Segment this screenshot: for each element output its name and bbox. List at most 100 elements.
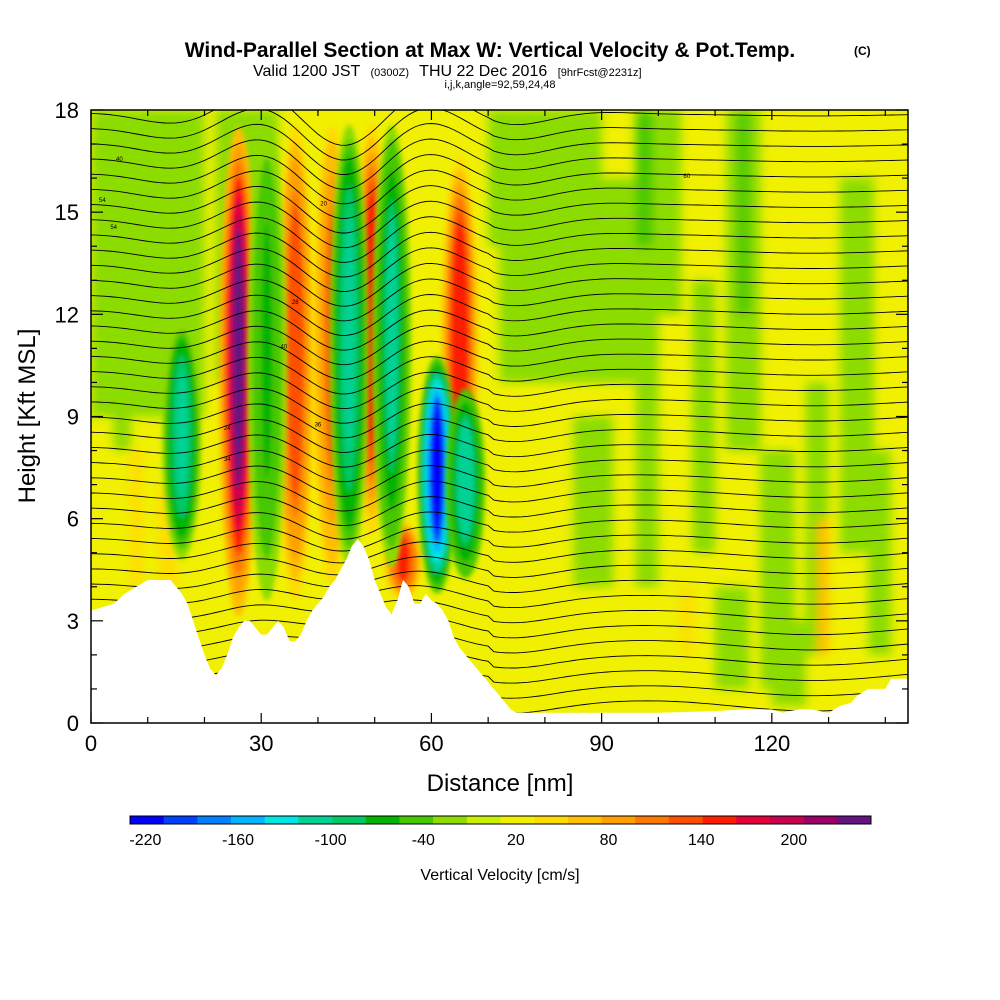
theta-line-13 (91, 496, 908, 527)
theta-line-31 (91, 216, 908, 263)
colorbar-swatch-6 (332, 816, 367, 824)
bg-patch-19 (737, 110, 750, 315)
subtitle-date: THU 22 Dec 2016 (419, 63, 547, 80)
y-axis-label: Height [Kft MSL] (14, 329, 41, 504)
chart-subtitle: Valid 1200 JST (0300Z) THU 22 Dec 2016 [… (253, 63, 642, 80)
theta-line-27 (91, 278, 908, 322)
bg-patch-7 (658, 110, 682, 315)
colorbar-swatch-15 (635, 816, 670, 824)
updraft-band-0 (218, 126, 259, 617)
colorbar: -220 -160 -100 -40 20 80 140 200 (129, 815, 872, 849)
colorbar-tick--160: -160 (222, 832, 254, 849)
theta-line-25 (91, 309, 908, 351)
y-tick-label-0: 0 (67, 711, 79, 736)
x-tick-label-90: 90 (589, 731, 613, 756)
updraft-band-0-level-6 (233, 226, 245, 491)
theta-line-18 (91, 418, 908, 453)
colorbar-swatch-3 (231, 816, 266, 824)
theta-line-9 (91, 556, 908, 578)
theta-line-21 (91, 371, 908, 410)
downdraft-band-4 (417, 356, 457, 594)
colorbar-swatch-0 (130, 816, 164, 824)
theta-line-15 (91, 465, 908, 497)
colorbar-swatch-5 (298, 816, 333, 824)
theta-line-36 (91, 138, 908, 190)
downdraft-band-0-level-6 (176, 370, 188, 499)
downdraft-band-0 (162, 322, 202, 560)
colorbar-swatch-16 (668, 816, 703, 824)
colorbar-tick--220: -220 (129, 832, 161, 849)
theta-line-12 (91, 511, 908, 540)
theta-line-11 (91, 526, 908, 552)
theta-line-32 (91, 200, 908, 249)
theta-label-4: 28 (292, 300, 299, 306)
theta-line-23 (91, 340, 908, 380)
theta-label-2: 54 (110, 225, 117, 231)
background-patches (91, 110, 891, 706)
bg-warm-patch-0 (130, 450, 143, 587)
subtitle-forecast: [9hrFcst@2231z] (558, 67, 642, 79)
colorbar-swatch-12 (534, 816, 569, 824)
subtitle-valid: Valid 1200 JST (253, 63, 361, 80)
theta-line-5 (91, 613, 908, 639)
theta-line-37 (91, 123, 908, 175)
chart-title-mark: (C) (854, 44, 871, 58)
x-axis-label: Distance [nm] (427, 770, 574, 797)
bg-patch-14 (715, 586, 750, 689)
downdraft-band-4-level-6 (431, 404, 443, 533)
theta-label-5: 40 (281, 344, 288, 350)
colorbar-swatch-10 (466, 816, 501, 824)
colorbar-swatch-13 (567, 816, 602, 824)
y-tick-label-9: 9 (67, 405, 79, 430)
theta-contour-labels: 40 54 54 34 28 40 36 24 20 60 (99, 157, 691, 463)
bg-patch-15 (771, 620, 806, 706)
y-tick-label-3: 3 (67, 609, 79, 634)
colorbar-label: Vertical Velocity [cm/s] (420, 867, 579, 884)
colorbar-swatch-18 (736, 816, 771, 824)
theta-label-6: 36 (315, 423, 322, 429)
theta-line-30 (91, 231, 908, 278)
theta-line-38 (91, 110, 908, 161)
theta-line-26 (91, 294, 908, 336)
colorbar-swatch-1 (163, 816, 198, 824)
bg-patch-5 (573, 416, 613, 587)
chart-title-group: Wind-Parallel Section at Max W: Vertical… (185, 39, 871, 91)
theta-line-8 (91, 570, 908, 593)
updraft-band-1-level-6 (289, 222, 301, 478)
colorbar-swatch-17 (702, 816, 737, 824)
theta-label-0: 40 (116, 157, 123, 163)
bg-warm-patch-3 (681, 586, 693, 655)
theta-line-6 (91, 599, 908, 624)
colorbar-frame (129, 815, 872, 825)
colorbar-swatch-19 (769, 816, 804, 824)
colorbar-swatch-20 (803, 816, 838, 824)
theta-label-7: 24 (224, 426, 231, 432)
bg-patch-13 (868, 450, 891, 655)
theta-line-20 (91, 387, 908, 424)
colorbar-tick--100: -100 (315, 832, 347, 849)
colorbar-tick-200: 200 (780, 832, 807, 849)
updraft-band-1 (275, 126, 315, 601)
colorbar-tick-140: 140 (688, 832, 715, 849)
colorbar-swatch-2 (197, 816, 232, 824)
theta-label-3: 34 (224, 457, 231, 463)
y-tick-label-12: 12 (55, 302, 79, 327)
theta-line-19 (91, 402, 908, 439)
y-axis: 0 36 9 12 15 18 (55, 98, 908, 736)
theta-line-28 (91, 262, 908, 307)
plot-area: 40 54 54 34 28 40 36 24 20 60 (91, 110, 908, 723)
terrain (91, 539, 908, 723)
y-tick-label-18: 18 (55, 98, 79, 123)
colorbar-tick--40: -40 (412, 832, 435, 849)
chart-subtitle-indices: i,j,k,angle=92,59,24,48 (444, 79, 555, 91)
theta-label-8: 20 (320, 201, 327, 207)
theta-line-7 (91, 585, 908, 609)
theta-line-24 (91, 325, 908, 366)
y-tick-label-15: 15 (55, 200, 79, 225)
theta-line-17 (91, 433, 908, 468)
colorbar-swatch-9 (433, 816, 468, 824)
x-axis: 0 30 60 90 120 (85, 110, 886, 756)
colorbar-swatch-4 (264, 816, 299, 824)
updraft-band-5-level-6 (454, 233, 466, 439)
